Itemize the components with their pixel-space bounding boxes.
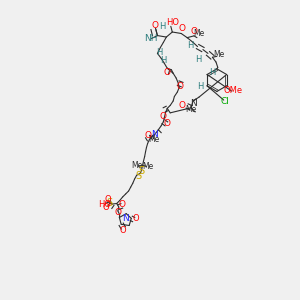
Text: O: O [178, 101, 186, 110]
Text: Me: Me [142, 162, 153, 171]
Text: N: N [151, 130, 158, 139]
Text: Me: Me [148, 135, 159, 144]
Text: H: H [208, 68, 215, 77]
Text: H: H [159, 22, 166, 31]
Text: O: O [177, 82, 184, 91]
Text: O: O [114, 208, 122, 217]
Text: Me: Me [213, 50, 225, 59]
Text: O: O [160, 112, 167, 121]
Text: HO: HO [166, 18, 179, 27]
Text: Cl: Cl [220, 97, 229, 106]
Text: HO: HO [98, 200, 111, 209]
Text: O: O [132, 214, 139, 224]
Text: H: H [156, 48, 162, 57]
Text: Me: Me [194, 29, 205, 38]
Text: Me: Me [131, 161, 142, 170]
Text: O: O [179, 24, 186, 33]
Text: S: S [107, 199, 113, 208]
Text: O: O [151, 21, 158, 30]
Text: N: N [122, 214, 129, 223]
Text: H: H [195, 55, 202, 64]
Text: O: O [118, 200, 126, 209]
Text: O: O [103, 202, 110, 211]
Text: O: O [164, 68, 171, 76]
Text: NH: NH [144, 34, 158, 43]
Text: Me: Me [185, 105, 197, 114]
Text: O: O [144, 131, 151, 140]
Text: N: N [190, 99, 197, 108]
Text: S: S [135, 171, 141, 181]
Text: H: H [160, 56, 167, 65]
Text: H: H [197, 82, 204, 91]
Text: S: S [138, 167, 144, 176]
Text: O: O [190, 27, 197, 36]
Text: O: O [119, 226, 126, 235]
Text: O: O [164, 119, 171, 128]
Text: OMe: OMe [224, 86, 243, 95]
Text: H: H [187, 41, 193, 50]
Text: O: O [104, 195, 111, 204]
